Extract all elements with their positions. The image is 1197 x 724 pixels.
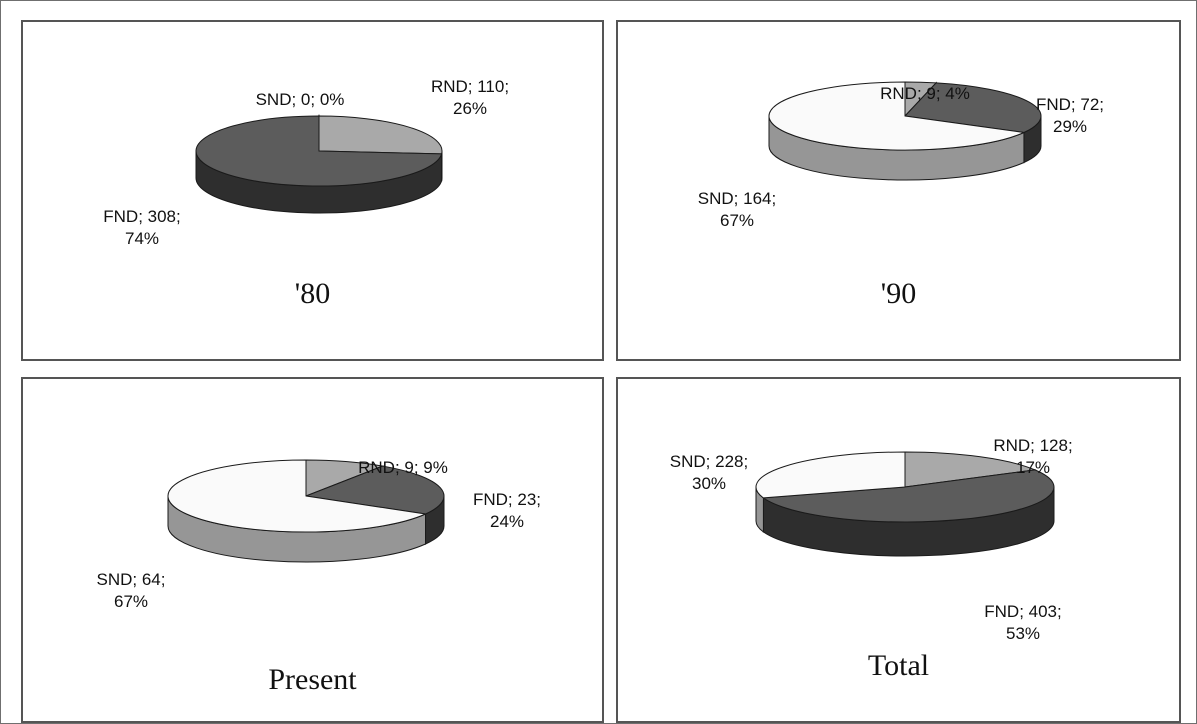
slice-label-line2: 67% [719, 211, 755, 230]
slice-label-line1: SND; 164; [697, 189, 777, 208]
slice-label-rnd: RND; 9; 4% [866, 83, 984, 105]
slice-label-line1: SND; 0; 0% [255, 90, 345, 109]
pie-slice-fnd [903, 82, 1042, 134]
slice-label-line1: FND; 403; [984, 602, 1062, 621]
slice-label-fnd: FND; 23; 24% [457, 489, 557, 533]
pie-slice-rnd [318, 115, 443, 155]
pie-slice-fnd [304, 465, 445, 515]
slice-label-line2: 24% [489, 512, 525, 531]
slice-label-line1: SND; 228; [669, 452, 749, 471]
slice-label-line1: RND; 9; 4% [880, 84, 970, 103]
chart-panel-90: RND; 9; 4% FND; 72; 29% SND; 164; 67% '9… [616, 20, 1181, 361]
slice-label-snd: SND; 164; 67% [678, 188, 796, 232]
slice-label-fnd: FND; 72; 29% [1020, 94, 1120, 138]
slice-label-line2: 29% [1052, 117, 1088, 136]
chart-title: Present [268, 663, 357, 696]
slice-label-snd: SND; 64; 67% [81, 569, 181, 613]
pie-chart-total [755, 451, 1055, 557]
pie-slice-snd [768, 81, 1026, 151]
pie-chart-90 [768, 81, 1042, 181]
slice-label-fnd: FND; 403; 53% [968, 601, 1078, 645]
chart-title: '90 [880, 277, 917, 310]
slice-label-line1: RND; 9; 9% [358, 458, 448, 477]
slice-label-snd: SND; 228; 30% [659, 451, 759, 495]
pie-slice-snd [167, 459, 428, 533]
slice-label-line1: RND; 110; [430, 77, 510, 96]
slice-label-line2: 30% [691, 474, 727, 493]
slice-label-line2: 53% [1005, 624, 1041, 643]
slice-label-line1: RND; 128; [993, 436, 1073, 455]
slice-label-line2: 74% [124, 229, 160, 248]
slice-label-line1: FND; 308; [103, 207, 181, 226]
slice-label-line2: 17% [1015, 458, 1051, 477]
slice-label-line1: FND; 23; [472, 490, 542, 509]
pie-slice-snd [755, 451, 906, 499]
slice-label-snd: SND; 0; 0% [240, 89, 360, 111]
chart-panel-total: SND; 228; 30% RND; 128; 17% FND; 403; 53… [616, 377, 1181, 723]
slice-label-rnd: RND; 128; 17% [978, 435, 1088, 479]
slice-label-line1: FND; 72; [1035, 95, 1105, 114]
chart-panel-present: RND; 9; 9% FND; 23; 24% SND; 64; 67% Pre… [21, 377, 604, 723]
pie-slice-fnd [195, 115, 443, 187]
pie-slice-fnd [761, 469, 1055, 523]
slice-label-line2: 67% [113, 592, 149, 611]
pie-chart-80 [195, 114, 443, 214]
chart-panel-80: RND; 110; 26% SND; 0; 0% FND; 308; 74% '… [21, 20, 604, 361]
pie-chart-present [167, 459, 445, 563]
chart-title: Total [867, 649, 930, 682]
slice-label-fnd: FND; 308; 74% [83, 206, 201, 250]
slice-label-line1: SND; 64; [96, 570, 166, 589]
chart-title: '80 [294, 277, 331, 310]
pie-slice-rnd [904, 451, 1037, 488]
slice-label-rnd: RND; 110; 26% [411, 76, 529, 120]
slice-label-rnd: RND; 9; 9% [341, 457, 465, 479]
slice-label-line2: 26% [452, 99, 488, 118]
pie-slice-rnd [305, 459, 385, 497]
